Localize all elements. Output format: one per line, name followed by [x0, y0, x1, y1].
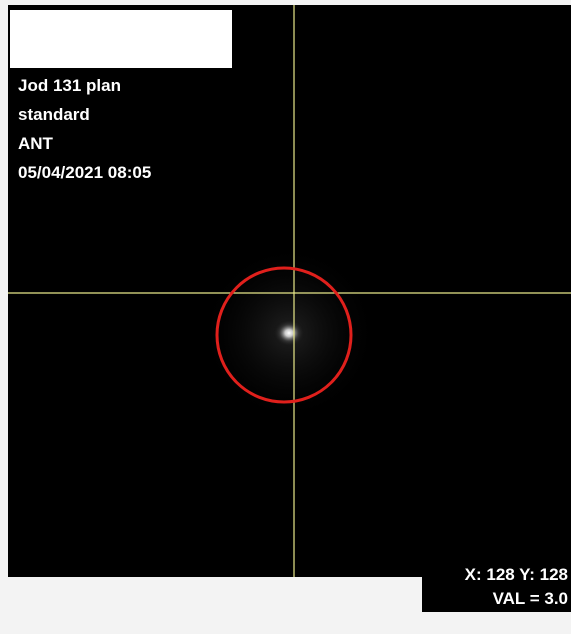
study-name: Jod 131 plan: [18, 76, 121, 95]
date-time: 05/04/2021 08:05: [18, 163, 151, 182]
viewer: Jod 131 plan standard ANT 05/04/2021 08:…: [0, 0, 571, 634]
cursor-position: X: 128 Y: 128: [465, 565, 568, 584]
cursor-value: VAL = 3.0: [493, 589, 568, 608]
view: ANT: [18, 134, 54, 153]
protocol: standard: [18, 105, 90, 124]
hot-spot: [273, 319, 305, 347]
label-box: [10, 10, 232, 68]
